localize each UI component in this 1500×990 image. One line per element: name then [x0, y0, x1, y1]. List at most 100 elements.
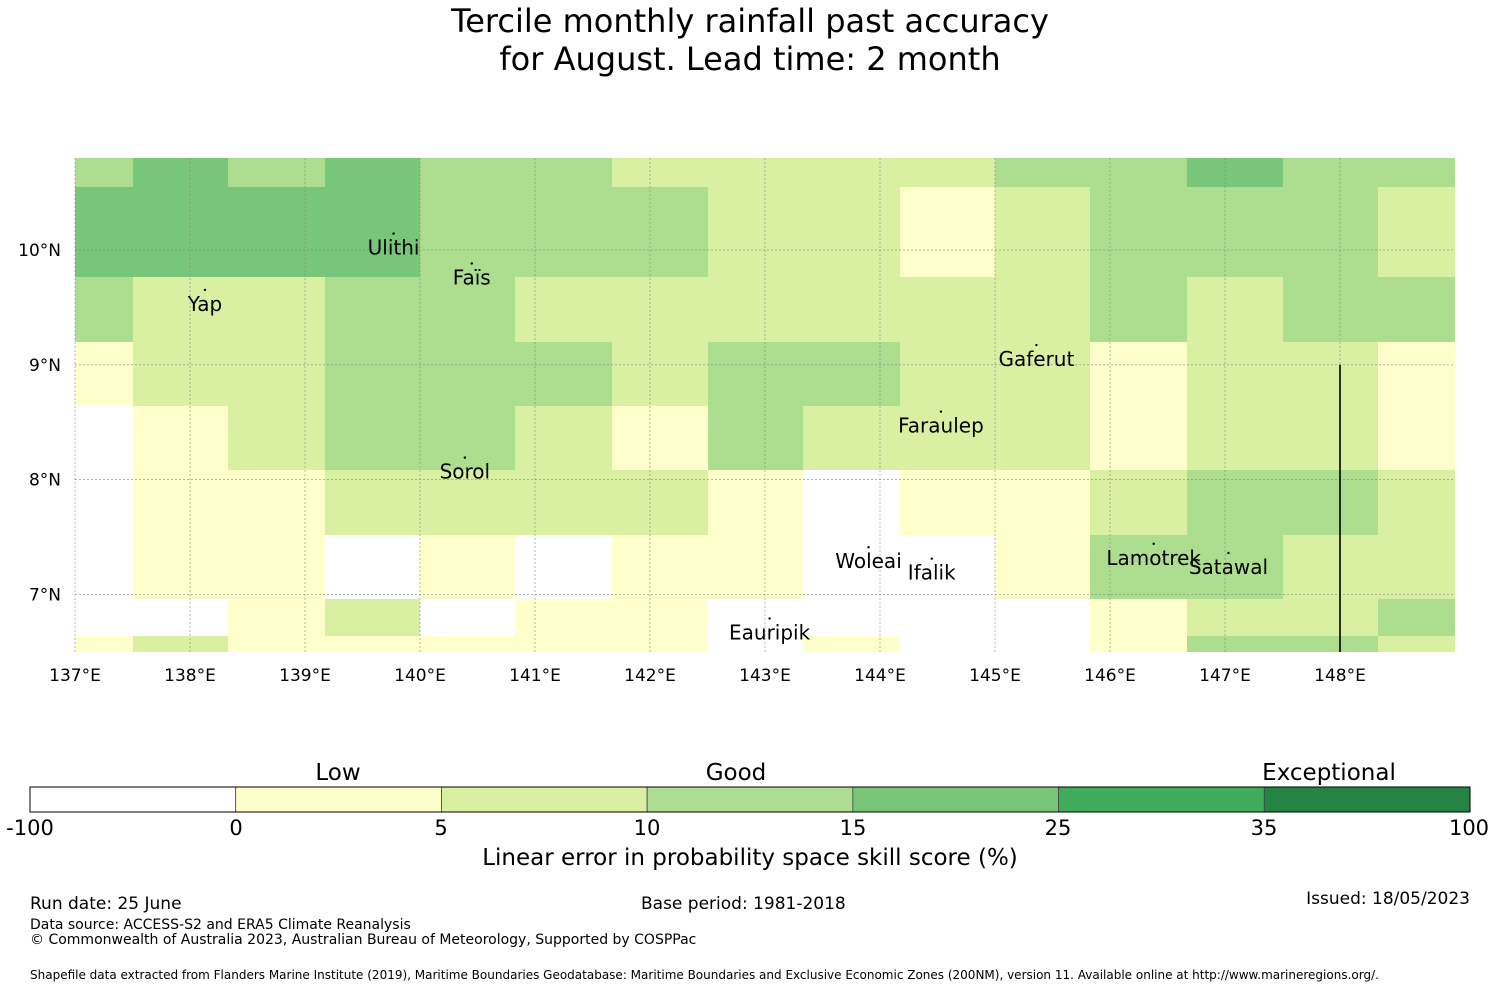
lon-tick-label: 138°E [164, 666, 216, 686]
skill-cell [75, 342, 133, 406]
skill-cell [803, 342, 900, 406]
skill-cell [1378, 158, 1455, 187]
skill-cell [1187, 277, 1283, 342]
skill-cell [1378, 342, 1455, 406]
skill-cell [1283, 636, 1378, 652]
skill-cell [1378, 406, 1455, 470]
colorbar-frame [29, 786, 1471, 813]
skill-cell [900, 535, 995, 599]
skill-cell [803, 599, 900, 636]
chart-title-line-2: for August. Lead time: 2 month [499, 40, 1001, 78]
skill-cell [1187, 599, 1283, 636]
skill-cell [803, 636, 900, 652]
skill-cell [1090, 158, 1187, 187]
skill-cell [515, 187, 612, 277]
skill-cell [228, 342, 325, 406]
skill-cell [515, 406, 612, 470]
skill-cell [1187, 187, 1283, 277]
skill-cell [900, 158, 995, 187]
skill-cell [75, 599, 133, 636]
lon-tick-label: 140°E [394, 666, 446, 686]
skill-cell [133, 187, 228, 277]
graticule [74, 158, 1455, 652]
island-labels: Yap Ulithi Faïs Gaferut Faraulep Sorol Woleai I… [187, 232, 1268, 644]
island-marker [867, 546, 870, 549]
skill-cell [133, 158, 228, 187]
skill-cell [420, 535, 515, 599]
skill-cell [900, 187, 995, 277]
skill-cell [803, 158, 900, 187]
skill-cell [900, 636, 995, 652]
skill-cell [708, 277, 803, 342]
island-marker [1227, 551, 1230, 555]
skill-cell [133, 470, 228, 535]
skill-cell [708, 636, 803, 652]
legend-level-exceptional: Exceptional [1262, 760, 1396, 786]
island-marker [392, 232, 395, 235]
skill-cell [1283, 599, 1378, 636]
colorbar-tick: -100 [6, 816, 54, 840]
skill-cell [133, 277, 228, 342]
colorbar-swatch [852, 786, 1059, 813]
chart-title-line-1: Tercile monthly rainfall past accuracy [451, 2, 1049, 40]
skill-cell [133, 535, 228, 599]
skill-cell [708, 187, 803, 277]
skill-cell [75, 636, 133, 652]
skill-cell [1378, 187, 1455, 277]
skill-cell [995, 277, 1090, 342]
lon-tick-label: 145°E [969, 666, 1021, 686]
skill-cell [612, 158, 708, 187]
island-marker [470, 262, 473, 265]
skill-cell [420, 599, 515, 636]
skill-cell [1090, 535, 1187, 599]
skill-cell [900, 406, 995, 470]
skill-cell [515, 470, 612, 535]
lon-tick-label: 144°E [854, 666, 906, 686]
skill-cell [75, 470, 133, 535]
colorbar-swatch [441, 786, 648, 813]
lat-tick-label: 9°N [29, 356, 61, 376]
lon-tick-label: 147°E [1199, 666, 1251, 686]
skill-cell [1283, 342, 1378, 406]
skill-cell [75, 406, 133, 470]
skill-cell [1378, 599, 1455, 636]
island-label: Ulithi [368, 236, 420, 260]
skill-grid [75, 158, 1455, 652]
skill-cell [612, 342, 708, 406]
lon-tick-label: 148°E [1314, 666, 1366, 686]
skill-cell [995, 187, 1090, 277]
island-marker [203, 288, 207, 292]
colorbar-tick: 10 [633, 816, 661, 840]
legend-level-low: Low [315, 760, 361, 786]
skill-cell [900, 342, 995, 406]
skill-cell [1090, 470, 1187, 535]
skill-cell [228, 535, 325, 599]
island-marker [930, 557, 933, 560]
skill-cell [515, 277, 612, 342]
lon-tick-label: 139°E [279, 666, 331, 686]
skill-cell [1187, 535, 1283, 599]
skill-cell [708, 158, 803, 187]
skill-cell [515, 158, 612, 187]
skill-cell [75, 158, 133, 187]
skill-cell [995, 535, 1090, 599]
lon-tick-label: 137°E [49, 666, 101, 686]
skill-cell [325, 535, 420, 599]
skill-cell [133, 406, 228, 470]
island-label: Woleai [835, 549, 902, 573]
skill-cell [228, 470, 325, 535]
colorbar-tick: 5 [434, 816, 448, 840]
skill-cell [420, 158, 515, 187]
colorbar-swatch [1263, 786, 1471, 813]
colorbar-title: Linear error in probability space skill … [482, 845, 1018, 871]
skill-cell [75, 187, 133, 277]
lat-tick-label: 7°N [29, 586, 61, 606]
skill-cell [133, 599, 228, 636]
shapefile-credit: Shapefile data extracted from Flanders M… [30, 968, 1379, 982]
colorbar-tick: 100 [1448, 816, 1490, 840]
island-marker [1035, 343, 1038, 347]
skill-cell [803, 535, 900, 599]
skill-cell [515, 636, 612, 652]
skill-cell [420, 406, 515, 470]
island-marker [939, 410, 943, 413]
